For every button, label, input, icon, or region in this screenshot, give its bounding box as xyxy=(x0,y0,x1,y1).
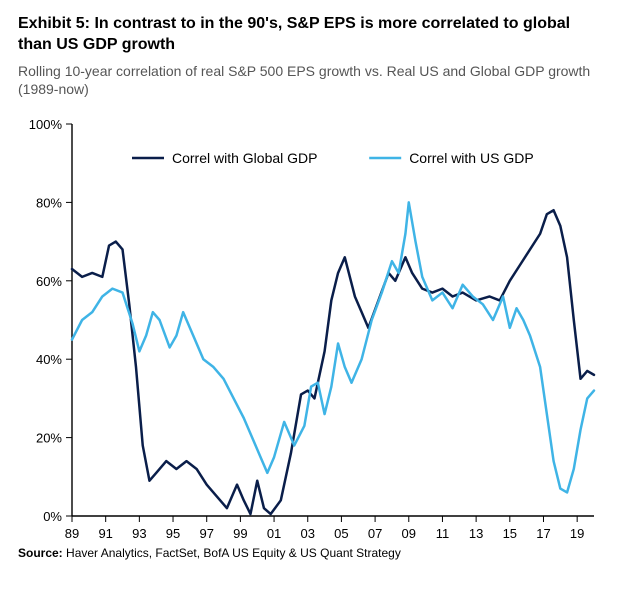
series-line xyxy=(72,202,594,492)
y-tick-label: 40% xyxy=(36,352,62,367)
legend-label: Correl with Global GDP xyxy=(172,150,318,166)
x-tick-label: 03 xyxy=(301,526,315,541)
x-tick-label: 99 xyxy=(233,526,247,541)
x-tick-label: 09 xyxy=(402,526,416,541)
y-tick-label: 80% xyxy=(36,195,62,210)
x-tick-label: 93 xyxy=(132,526,146,541)
x-tick-label: 95 xyxy=(166,526,180,541)
x-tick-label: 13 xyxy=(469,526,483,541)
y-tick-label: 60% xyxy=(36,274,62,289)
x-tick-label: 05 xyxy=(334,526,348,541)
exhibit-subtitle: Rolling 10-year correlation of real S&P … xyxy=(18,62,604,98)
x-tick-label: 11 xyxy=(436,526,450,541)
x-tick-label: 07 xyxy=(368,526,382,541)
source-label: Source: xyxy=(18,546,63,560)
chart-svg: 0% 20% 40% 60% 80% 100% 89 91 93 95 97 99 01 03 05 07 09… xyxy=(18,106,604,546)
legend-label: Correl with US GDP xyxy=(409,150,533,166)
x-tick-label: 17 xyxy=(536,526,550,541)
x-tick-label: 15 xyxy=(503,526,517,541)
y-tick-label: 100% xyxy=(29,117,63,132)
x-tick-label: 89 xyxy=(65,526,79,541)
x-tick-label: 91 xyxy=(98,526,112,541)
exhibit-container: { "title": "Exhibit 5: In contrast to in… xyxy=(0,0,622,600)
y-tick-label: 0% xyxy=(43,509,62,524)
source-text: Haver Analytics, FactSet, BofA US Equity… xyxy=(66,546,401,560)
x-tick-label: 97 xyxy=(199,526,213,541)
series-line xyxy=(72,210,594,514)
x-tick-label: 01 xyxy=(267,526,281,541)
exhibit-source: Source: Haver Analytics, FactSet, BofA U… xyxy=(18,546,604,560)
correlation-line-chart: 0% 20% 40% 60% 80% 100% 89 91 93 95 97 99 01 03 05 07 09… xyxy=(18,106,604,546)
exhibit-title: Exhibit 5: In contrast to in the 90's, S… xyxy=(18,14,604,56)
x-tick-label: 19 xyxy=(570,526,584,541)
y-tick-label: 20% xyxy=(36,431,62,446)
